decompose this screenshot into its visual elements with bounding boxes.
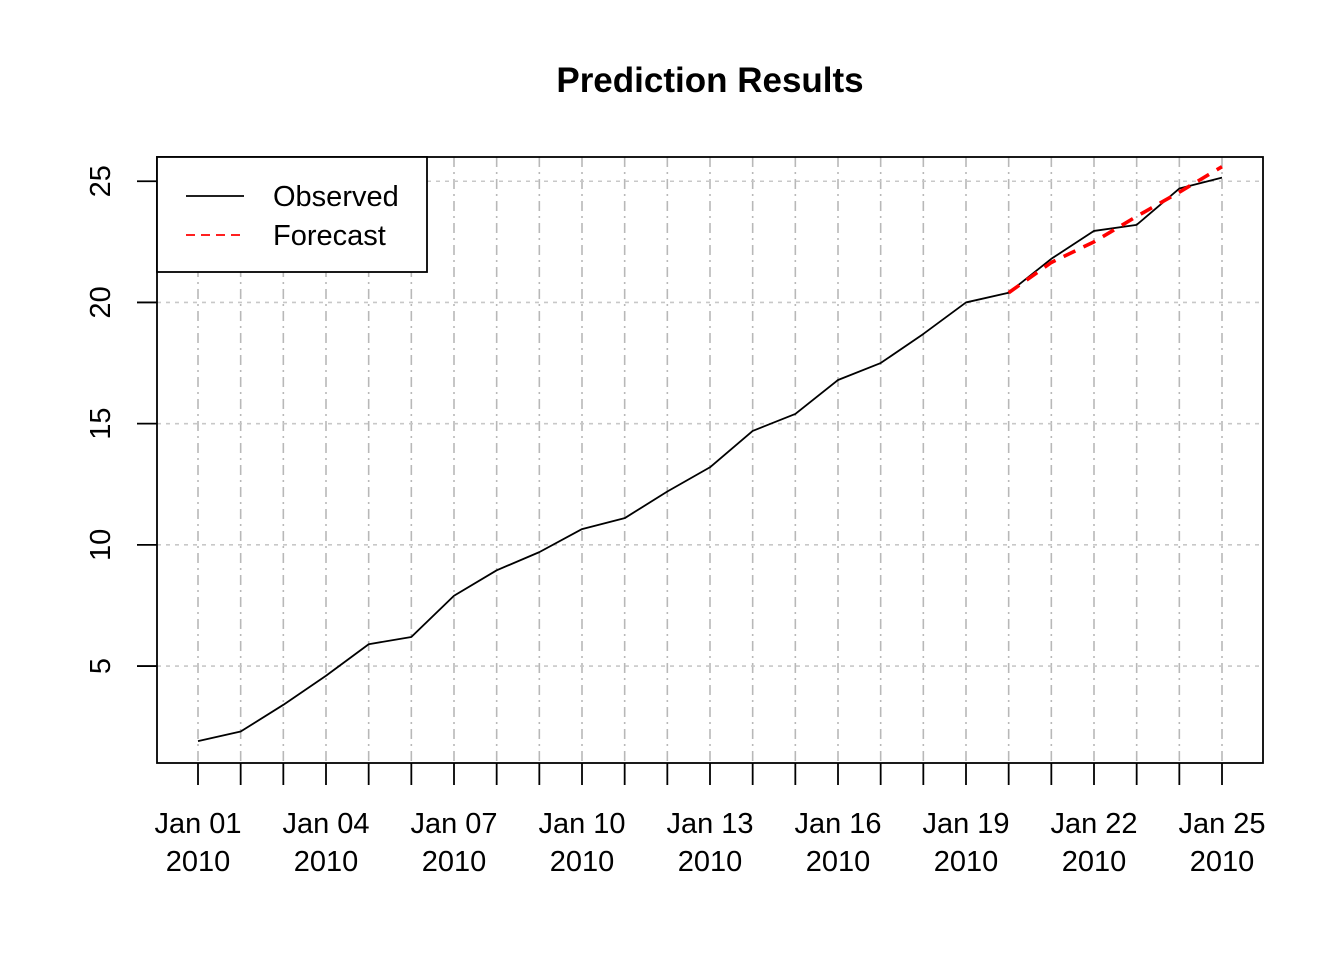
x-tick-label-year: 2010 bbox=[550, 846, 615, 878]
legend-label-observed: Observed bbox=[273, 181, 399, 213]
x-tick-label: Jan 07 bbox=[410, 808, 497, 840]
x-tick-label: Jan 19 bbox=[922, 808, 1009, 840]
series-line-observed bbox=[197, 176, 1223, 743]
legend: Observed Forecast bbox=[156, 156, 428, 273]
y-tick-label: 20 bbox=[85, 286, 117, 318]
x-tick-label: Jan 10 bbox=[538, 808, 625, 840]
y-tick-label: 5 bbox=[85, 658, 117, 674]
series-line-forecast bbox=[1007, 165, 1223, 295]
x-tick-label: Jan 22 bbox=[1050, 808, 1137, 840]
y-tick-label: 15 bbox=[85, 408, 117, 440]
y-tick-label: 25 bbox=[85, 165, 117, 197]
legend-box bbox=[156, 156, 428, 273]
x-tick-label: Jan 25 bbox=[1178, 808, 1265, 840]
x-tick-label-year: 2010 bbox=[1190, 846, 1255, 878]
chart-title: Prediction Results bbox=[556, 61, 863, 100]
x-tick-label: Jan 01 bbox=[154, 808, 241, 840]
grid-lines bbox=[157, 157, 1263, 763]
x-tick-label-year: 2010 bbox=[934, 846, 999, 878]
x-tick-label: Jan 16 bbox=[794, 808, 881, 840]
legend-label-forecast: Forecast bbox=[273, 220, 386, 252]
x-tick-label-year: 2010 bbox=[166, 846, 231, 878]
series-lines bbox=[197, 165, 1223, 743]
x-tick-label-year: 2010 bbox=[294, 846, 359, 878]
x-tick-label-year: 2010 bbox=[422, 846, 487, 878]
y-tick-label: 10 bbox=[85, 529, 117, 561]
plot-frame bbox=[156, 156, 1264, 764]
x-tick-label: Jan 04 bbox=[282, 808, 369, 840]
x-tick-label-year: 2010 bbox=[1062, 846, 1127, 878]
x-tick-label-year: 2010 bbox=[806, 846, 871, 878]
x-tick-label: Jan 13 bbox=[666, 808, 753, 840]
x-tick-label-year: 2010 bbox=[678, 846, 743, 878]
